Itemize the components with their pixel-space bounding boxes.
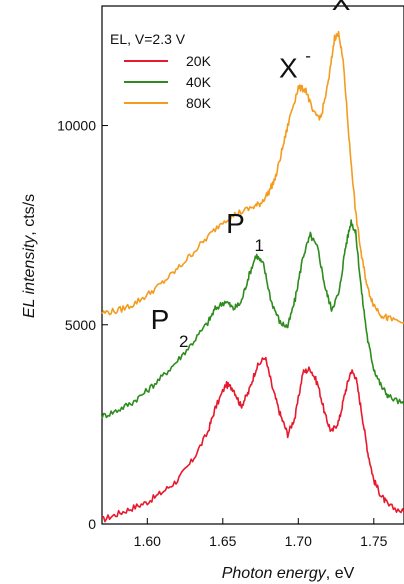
ticks-layer: 1.60 1.65 1.70 1.75 0 5000 10000 [57, 118, 388, 549]
legend-label: 20K [186, 53, 212, 69]
peak-label: X0 [332, 0, 351, 16]
legend: EL, V=2.3 V 20K 40K 80K [110, 31, 212, 111]
legend-label: 80K [186, 95, 212, 111]
peak-label-base: P [151, 304, 170, 335]
y-tick-label: 10000 [57, 118, 96, 134]
x-tick-label: 1.75 [360, 533, 387, 549]
peak-label: P1 [226, 208, 264, 255]
legend-label: 40K [186, 74, 212, 90]
peak-label: X- [279, 47, 311, 84]
peak-label-subscript: 1 [254, 236, 263, 255]
series-line-20K [101, 356, 404, 523]
legend-title: EL, V=2.3 V [110, 31, 186, 47]
series-line-40K [101, 219, 404, 420]
peak-label-subscript: 2 [179, 332, 188, 351]
y-axis-title: EL intensity, cts/s [21, 194, 38, 318]
peak-label-base: X [332, 0, 351, 16]
x-tick-label: 1.60 [134, 533, 161, 549]
peak-label-superscript: - [305, 47, 311, 66]
series-layer [101, 30, 404, 523]
x-tick-label: 1.70 [285, 533, 312, 549]
y-tick-label: 5000 [65, 317, 96, 333]
y-tick-label: 0 [88, 516, 96, 532]
x-tick-label: 1.65 [209, 533, 236, 549]
peak-label-base: X [279, 53, 298, 84]
peak-label: P2 [151, 304, 189, 351]
plot-frame [101, 5, 404, 525]
peak-label-base: P [226, 208, 245, 239]
x-axis-title: Photon energy, eV [222, 565, 355, 582]
peak-annotations: X-X0P1P2 [151, 0, 351, 351]
series-line-80K [101, 30, 404, 324]
